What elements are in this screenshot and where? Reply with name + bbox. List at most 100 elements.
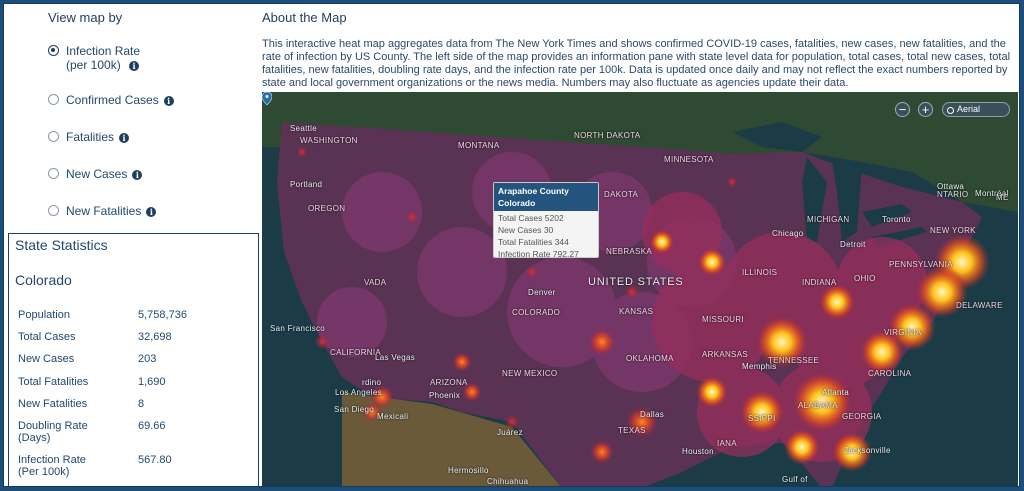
label-nebraska: NEBRASKA — [606, 247, 652, 256]
radio-label: Infection Rate (per 100k) i — [66, 44, 141, 72]
label-georgia: GEORGIA — [842, 412, 882, 421]
map-pin-icon[interactable] — [262, 92, 272, 105]
label-california: CALIFORNIA — [330, 348, 382, 357]
label-tennessee: TENNESSEE — [768, 356, 820, 365]
label-portland: Portland — [290, 180, 323, 189]
label-hermosillo: Hermosillo — [448, 466, 489, 475]
label-atlanta: Atlanta — [822, 388, 850, 397]
stats-title: State Statistics — [15, 237, 108, 253]
heat-hotspots — [296, 146, 990, 472]
label-virginia: VIRGINIA — [884, 328, 922, 337]
radio-button-selected[interactable] — [48, 45, 59, 56]
label-las-vegas: Las Vegas — [375, 353, 416, 362]
radio-label: New Cases i — [66, 167, 143, 181]
label-illinois: ILLINOIS — [742, 268, 778, 277]
radio-infection-rate[interactable]: Infection Rate (per 100k) i — [48, 44, 140, 72]
label-gulf: Gulf of — [782, 475, 808, 484]
label-ottawa: Ottawa — [937, 182, 965, 191]
about-text: This interactive heat map aggregates dat… — [262, 38, 1011, 89]
app-frame: View map by Infection Rate (per 100k) i … — [3, 3, 1020, 487]
label-mexicali: Mexicali — [377, 412, 409, 421]
info-icon[interactable]: i — [132, 169, 143, 180]
label-minnesota: MINNESOTA — [664, 155, 714, 164]
label-dallas: Dallas — [640, 410, 665, 419]
label-denver: Denver — [528, 288, 556, 297]
label-carolina: CAROLINA — [868, 369, 912, 378]
label-oregon: OREGON — [308, 204, 346, 213]
zoom-out-button[interactable]: − — [895, 102, 910, 117]
popup-body: Total Cases 5202 New Cases 30 Total Fata… — [498, 213, 579, 259]
label-indiana: INDIANA — [802, 278, 837, 287]
label-arizona: ARIZONA — [430, 378, 468, 387]
label-colorado: COLORADO — [512, 308, 561, 317]
label-new-mexico: NEW MEXICO — [502, 369, 558, 378]
label-pennsylvania: PENNSYLVANIA — [889, 260, 953, 269]
label-memphis: Memphis — [742, 362, 777, 371]
info-icon[interactable]: i — [129, 60, 140, 71]
label-michigan: MICHIGAN — [807, 215, 850, 224]
land-mexico — [342, 392, 561, 486]
left-panel: View map by Infection Rate (per 100k) i … — [4, 4, 262, 486]
label-san-bernardino: rdino — [362, 378, 382, 387]
label-los-angeles: Los Angeles — [335, 388, 382, 397]
label-delaware: DELAWARE — [956, 301, 1003, 310]
label-alabama: ALABAMA — [798, 401, 838, 410]
label-montreal: Montréal — [975, 189, 1009, 198]
about-title: About the Map — [262, 10, 347, 25]
radio-confirmed-cases[interactable]: Confirmed Cases i — [48, 93, 174, 107]
label-seattle: Seattle — [290, 124, 318, 133]
zoom-in-button[interactable]: + — [918, 102, 933, 117]
info-icon[interactable]: i — [119, 132, 130, 143]
heat-map[interactable]: Seattle WASHINGTON Portland OREGON MONTA… — [262, 92, 1018, 487]
radio-label: Confirmed Cases i — [66, 93, 174, 107]
info-icon[interactable]: i — [163, 95, 174, 106]
label-new-york: NEW YORK — [930, 226, 976, 235]
label-san-francisco: San Francisco — [270, 324, 326, 333]
label-ohio: OHIO — [854, 274, 876, 283]
label-chicago: Chicago — [772, 229, 804, 238]
layer-radio-icon — [947, 107, 954, 114]
radio-button[interactable] — [48, 205, 59, 216]
radio-button[interactable] — [48, 131, 59, 142]
label-washington: WASHINGTON — [300, 136, 358, 145]
great-lakes — [732, 122, 927, 247]
label-texas: TEXAS — [618, 426, 646, 435]
state-statistics-panel: State Statistics Colorado Population 5,7… — [8, 233, 259, 486]
radio-button[interactable] — [48, 94, 59, 105]
label-phoenix: Phoenix — [429, 391, 461, 400]
land-canada — [262, 92, 1018, 212]
label-missouri: MISSOURI — [702, 315, 744, 324]
radio-new-fatalities[interactable]: New Fatalities i — [48, 204, 157, 218]
label-arkansas: ARKANSAS — [702, 350, 748, 359]
radio-label: New Fatalities i — [66, 204, 157, 218]
label-mississippi: SSIPPI — [748, 414, 776, 423]
info-icon[interactable]: i — [146, 206, 157, 217]
stats-state-name: Colorado — [15, 272, 72, 288]
view-by-title: View map by — [48, 10, 123, 25]
label-houston: Houston — [682, 447, 714, 456]
label-jacksonville: Jacksonville — [844, 446, 891, 455]
county-popup: Arapahoe County Colorado Total Cases 520… — [493, 182, 599, 259]
label-nevada: VADA — [364, 278, 387, 287]
radio-label: Fatalities i — [66, 130, 130, 144]
label-united-states: UNITED STATES — [588, 276, 684, 288]
label-chihuahua: Chihuahua — [487, 477, 529, 486]
label-juarez: Juárez — [497, 428, 523, 437]
popup-header: Arapahoe County Colorado — [494, 183, 598, 211]
label-dakota: DAKOTA — [604, 190, 639, 199]
label-san-diego: San Diego — [334, 405, 375, 414]
label-oklahoma: OKLAHOMA — [626, 354, 674, 363]
label-north-dakota: NORTH DAKOTA — [574, 131, 641, 140]
label-toronto: Toronto — [882, 215, 911, 224]
label-louisiana: IANA — [717, 439, 737, 448]
basemap-layer-select[interactable]: Aerial — [942, 102, 1010, 117]
radio-new-cases[interactable]: New Cases i — [48, 167, 143, 181]
map-canvas[interactable] — [262, 92, 1018, 487]
label-maine: ME — [996, 193, 1009, 202]
label-kansas: KANSAS — [619, 307, 654, 316]
radio-button[interactable] — [48, 168, 59, 179]
label-detroit: Detroit — [840, 240, 866, 249]
radio-fatalities[interactable]: Fatalities i — [48, 130, 130, 144]
label-ontario: NTARIO — [937, 190, 969, 199]
label-montana: MONTANA — [458, 141, 500, 150]
